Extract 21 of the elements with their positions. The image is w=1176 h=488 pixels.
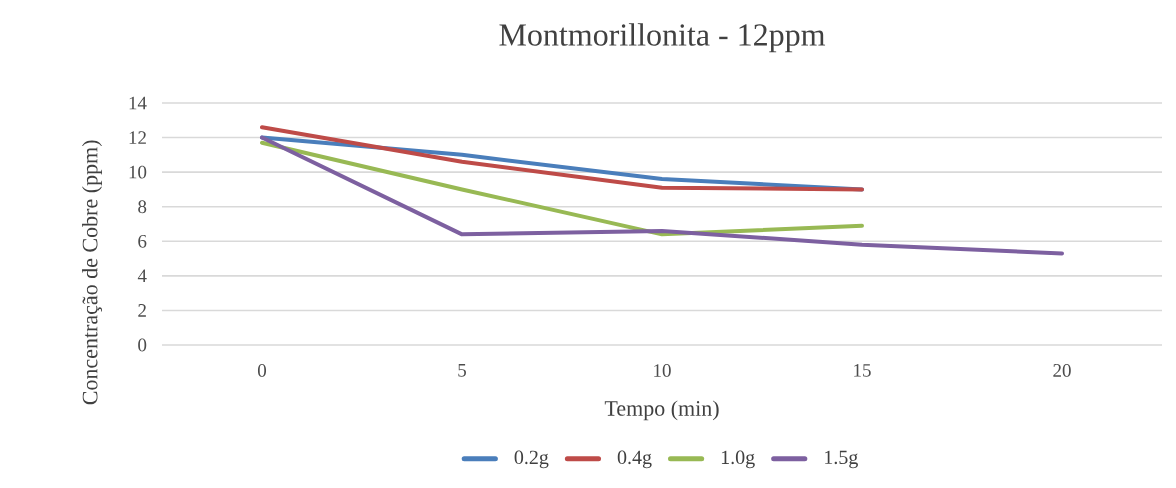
legend-label: 0.2g — [514, 450, 549, 469]
y-tick-label: 0 — [138, 338, 147, 352]
y-tick-label: 2 — [138, 304, 146, 317]
y-tick-label: 8 — [138, 200, 147, 214]
x-tick-label: 15 — [854, 364, 871, 377]
x-tick-label: 10 — [654, 364, 671, 377]
chart-title: Montmorillonita - 12ppm — [499, 23, 826, 53]
y-axis-title: Concentração de Cobre (ppm) — [82, 140, 102, 405]
y-tick-label: 10 — [129, 165, 147, 179]
y-tick-label: 6 — [138, 234, 147, 248]
y-tick-label: 4 — [137, 269, 147, 283]
line-series — [260, 135, 1064, 256]
y-tick-label: 14 — [129, 96, 147, 110]
legend-label: 1.0g — [721, 450, 755, 469]
legend-label: 0.4g — [617, 450, 652, 469]
x-tick-label: 5 — [458, 364, 466, 377]
y-tick-label: 12 — [129, 131, 146, 144]
x-tick-label: 20 — [1053, 364, 1071, 377]
x-tick-label: 0 — [257, 364, 267, 377]
x-axis-title: Tempo (min) — [604, 400, 719, 421]
legend-label: 1.5g — [825, 450, 858, 469]
